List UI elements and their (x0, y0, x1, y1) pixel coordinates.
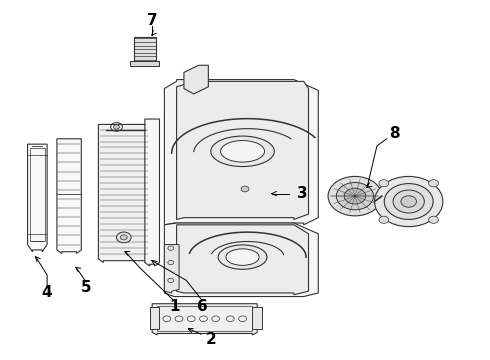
Text: 8: 8 (389, 126, 399, 141)
Text: 5: 5 (81, 280, 92, 295)
Ellipse shape (220, 140, 265, 162)
Polygon shape (164, 80, 318, 225)
Text: 7: 7 (147, 13, 157, 28)
Circle shape (241, 186, 249, 192)
Circle shape (384, 184, 433, 220)
Ellipse shape (218, 245, 267, 269)
Circle shape (336, 183, 373, 210)
Polygon shape (57, 139, 81, 253)
Circle shape (121, 235, 127, 240)
Circle shape (429, 180, 439, 187)
Circle shape (379, 216, 389, 223)
Polygon shape (176, 81, 309, 220)
Circle shape (379, 180, 389, 187)
Circle shape (429, 216, 439, 223)
Polygon shape (164, 223, 318, 297)
Polygon shape (152, 304, 257, 335)
Ellipse shape (211, 136, 274, 167)
Text: 2: 2 (205, 332, 216, 347)
Text: 1: 1 (169, 299, 179, 314)
Circle shape (374, 176, 443, 226)
Circle shape (114, 125, 120, 129)
Polygon shape (252, 307, 262, 329)
Text: 6: 6 (197, 299, 208, 314)
Text: 3: 3 (297, 186, 308, 201)
Ellipse shape (226, 249, 259, 265)
Circle shape (344, 188, 366, 204)
Polygon shape (134, 37, 156, 62)
Text: 4: 4 (42, 285, 52, 301)
Polygon shape (145, 119, 159, 266)
Polygon shape (98, 125, 150, 262)
Circle shape (393, 190, 424, 213)
Circle shape (117, 232, 131, 243)
Polygon shape (27, 144, 47, 252)
Circle shape (401, 196, 416, 207)
Polygon shape (150, 307, 159, 329)
Polygon shape (130, 60, 159, 66)
Polygon shape (176, 225, 309, 295)
Polygon shape (164, 244, 179, 293)
Polygon shape (184, 65, 208, 94)
Circle shape (328, 176, 382, 216)
